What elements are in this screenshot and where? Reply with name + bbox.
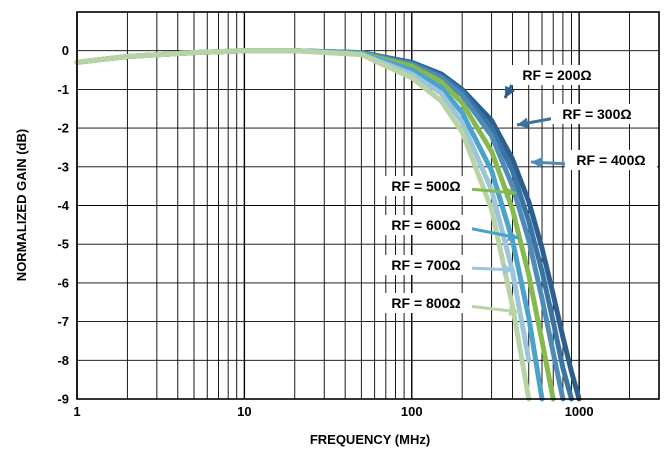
annotation-label: RF = 600Ω <box>391 217 460 233</box>
x-axis-title: FREQUENCY (MHz) <box>310 432 430 447</box>
annotation-4: RF = 500Ω <box>380 176 517 198</box>
plot-frame <box>76 11 660 400</box>
y-tick-label: -7 <box>57 314 69 329</box>
series-line-1 <box>74 48 582 402</box>
annotation-6: RF = 700Ω <box>380 255 515 276</box>
y-tick-label: -8 <box>57 353 69 368</box>
annotation-label-bg <box>380 215 472 235</box>
annotation-3: RF = 400Ω <box>530 150 657 170</box>
frame-layer <box>76 11 660 400</box>
annotation-5: RF = 600Ω <box>380 215 520 242</box>
y-tick-label: -1 <box>57 82 69 97</box>
x-tick-label: 10 <box>237 404 251 419</box>
y-tick-label: -2 <box>57 121 69 136</box>
annotation-label: RF = 200Ω <box>522 67 591 83</box>
annotation-label: RF = 800Ω <box>391 295 460 311</box>
annotation-label: RF = 300Ω <box>562 106 631 122</box>
y-tick-label: 0 <box>62 43 69 58</box>
series-line-4 <box>74 48 556 402</box>
annotation-label-bg <box>511 65 603 85</box>
annotation-label-bg <box>551 104 643 124</box>
annotation-label-bg <box>565 150 657 170</box>
x-tick-label: 1 <box>73 404 80 419</box>
annotation-label: RF = 700Ω <box>391 257 460 273</box>
annotation-label: RF = 400Ω <box>576 152 645 168</box>
x-tick-label: 100 <box>401 404 423 419</box>
y-axis-title: NORMALIZED GAIN (dB) <box>14 129 29 281</box>
series-line-7 <box>74 48 532 402</box>
annotation-arrow-head <box>504 186 516 198</box>
x-tick-label: 1000 <box>565 404 594 419</box>
y-tick-label: -5 <box>57 237 69 252</box>
y-tick-label: -9 <box>57 392 69 407</box>
y-tick-label: -3 <box>57 159 69 174</box>
annotation-7: RF = 800Ω <box>380 293 521 317</box>
tick-layer: 1 10 100 1000 0 -1 -2 -3 -4 -5 -6 -7 -8 -9 <box>57 43 593 419</box>
annotation-arrow-head <box>502 264 514 276</box>
annotation-arrow-head <box>517 117 529 129</box>
annotation-label-bg <box>380 293 472 313</box>
annotation-2: RF = 300Ω <box>516 104 643 129</box>
annotation-arrow-head <box>507 230 519 242</box>
y-tick-label: -4 <box>57 198 69 213</box>
annotation-arrow-head <box>508 305 520 317</box>
annotation-label: RF = 500Ω <box>391 178 460 194</box>
annotation-arrow-head <box>505 85 515 98</box>
annotation-arrow-head <box>531 157 543 169</box>
annotation-label-bg <box>380 255 472 275</box>
annotation-label-bg <box>380 176 472 196</box>
y-tick-label: -6 <box>57 275 69 290</box>
annotation-1: RF = 200Ω <box>503 65 603 99</box>
series-line-3 <box>74 48 566 402</box>
series-layer <box>74 48 582 402</box>
annotation-layer: RF = 200Ω RF = 300Ω RF = 400Ω RF = 500Ω RF =… <box>380 65 657 317</box>
